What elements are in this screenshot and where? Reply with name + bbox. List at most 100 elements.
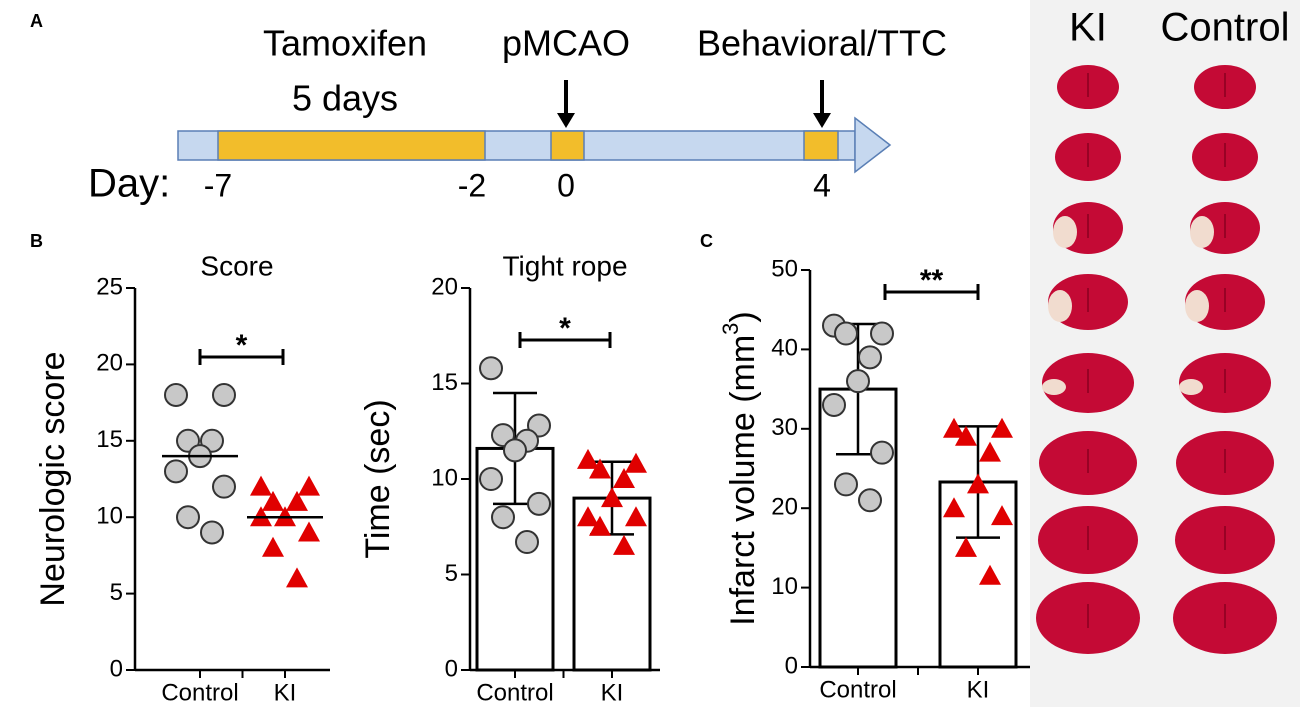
pmcao-period bbox=[550, 130, 585, 161]
y-tick-label: 25 bbox=[96, 273, 123, 300]
data-point bbox=[200, 520, 224, 545]
data-point bbox=[834, 472, 858, 497]
y-axis-label: Neurologic score bbox=[34, 351, 72, 606]
data-point bbox=[625, 452, 647, 473]
data-point bbox=[164, 459, 188, 484]
data-point bbox=[979, 441, 1001, 462]
data-point bbox=[991, 417, 1013, 438]
data-point bbox=[298, 475, 320, 496]
data-point bbox=[589, 515, 611, 536]
x-tick-label: KI bbox=[967, 676, 990, 703]
ttc-period bbox=[803, 130, 839, 161]
y-tick-label: 0 bbox=[110, 655, 123, 682]
data-point bbox=[298, 521, 320, 542]
day-value: -7 bbox=[204, 167, 232, 203]
image-column-label: KI bbox=[1069, 6, 1107, 50]
y-tick-label: 0 bbox=[785, 652, 798, 679]
infarct bbox=[1053, 216, 1077, 248]
data-point bbox=[870, 321, 894, 346]
data-point bbox=[834, 321, 858, 346]
data-point bbox=[250, 475, 272, 496]
data-point bbox=[979, 564, 1001, 585]
y-tick-label: 5 bbox=[445, 560, 458, 587]
y-tick-label: 40 bbox=[771, 335, 798, 362]
y-axis-label-part: 3 bbox=[718, 323, 743, 335]
significance-label: ** bbox=[920, 264, 944, 297]
data-point bbox=[943, 497, 965, 518]
data-point bbox=[822, 392, 846, 417]
data-point bbox=[613, 534, 635, 555]
data-point bbox=[846, 369, 870, 394]
y-tick-label: 15 bbox=[96, 426, 123, 453]
day-label: Day: bbox=[88, 162, 170, 206]
data-point bbox=[955, 425, 977, 446]
y-axis-label: Infarct volume (mm3) bbox=[718, 311, 762, 626]
data-point bbox=[212, 382, 236, 407]
chart-title: Score bbox=[200, 250, 273, 281]
y-tick-label: 20 bbox=[771, 494, 798, 521]
data-point bbox=[991, 505, 1013, 526]
data-point bbox=[503, 438, 527, 463]
data-point bbox=[527, 491, 551, 516]
y-axis-label-part: ) bbox=[724, 311, 762, 322]
significance-label: * bbox=[236, 329, 248, 362]
data-point bbox=[589, 458, 611, 479]
y-tick-label: 0 bbox=[445, 655, 458, 682]
infarct bbox=[1190, 216, 1214, 248]
arrow-head bbox=[557, 113, 575, 128]
data-point bbox=[479, 467, 503, 491]
infarct bbox=[1185, 290, 1209, 322]
data-point bbox=[858, 345, 882, 370]
data-point bbox=[601, 487, 623, 508]
image-column-label: Control bbox=[1161, 6, 1290, 50]
data-point bbox=[858, 488, 882, 513]
data-point bbox=[262, 536, 284, 557]
panel-label: A bbox=[30, 11, 43, 31]
data-point bbox=[577, 448, 599, 469]
x-tick-label: Control bbox=[819, 676, 896, 703]
data-point bbox=[515, 530, 539, 555]
significance-label: * bbox=[559, 312, 571, 345]
y-tick-label: 20 bbox=[431, 273, 458, 300]
data-point bbox=[943, 417, 965, 438]
day-value: 0 bbox=[557, 167, 575, 203]
y-tick-label: 20 bbox=[96, 350, 123, 377]
infarct bbox=[1042, 379, 1066, 395]
y-tick-label: 30 bbox=[771, 414, 798, 441]
data-point bbox=[286, 490, 308, 511]
data-point bbox=[491, 505, 515, 530]
data-point bbox=[164, 382, 188, 407]
y-tick-label: 5 bbox=[110, 579, 123, 606]
y-tick-label: 15 bbox=[431, 369, 458, 396]
day-value: -2 bbox=[458, 167, 486, 203]
y-tick-label: 10 bbox=[771, 573, 798, 600]
tamoxifen-period bbox=[217, 130, 486, 161]
data-point bbox=[625, 506, 647, 527]
x-tick-label: Control bbox=[161, 679, 238, 706]
data-point bbox=[479, 356, 503, 381]
panel-label: B bbox=[30, 231, 43, 251]
arrow-head bbox=[813, 113, 831, 128]
data-point bbox=[176, 505, 200, 530]
data-point bbox=[870, 440, 894, 465]
data-point bbox=[212, 474, 236, 499]
y-axis-label-part: Infarct volume (mm bbox=[724, 335, 762, 626]
data-point bbox=[955, 536, 977, 557]
data-point bbox=[286, 567, 308, 588]
infarct bbox=[1179, 379, 1203, 395]
timeline-arrowhead bbox=[854, 116, 892, 174]
y-axis-label: Time (sec) bbox=[359, 399, 397, 558]
y-tick-label: 10 bbox=[96, 503, 123, 530]
data-point bbox=[262, 490, 284, 511]
data-point bbox=[577, 506, 599, 527]
panel-label: C bbox=[700, 231, 713, 251]
timeline-label: 5 days bbox=[292, 78, 398, 119]
chart-title: Tight rope bbox=[502, 250, 627, 281]
timeline-label: pMCAO bbox=[502, 23, 630, 64]
y-tick-label: 50 bbox=[771, 255, 798, 282]
timeline-label: Tamoxifen bbox=[263, 23, 427, 64]
data-point bbox=[967, 473, 989, 494]
data-point bbox=[613, 468, 635, 488]
x-tick-label: Control bbox=[476, 679, 553, 706]
